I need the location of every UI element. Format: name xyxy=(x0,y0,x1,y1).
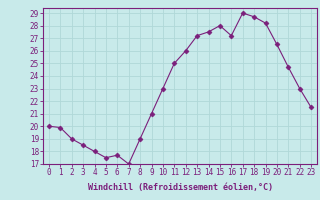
X-axis label: Windchill (Refroidissement éolien,°C): Windchill (Refroidissement éolien,°C) xyxy=(87,183,273,192)
